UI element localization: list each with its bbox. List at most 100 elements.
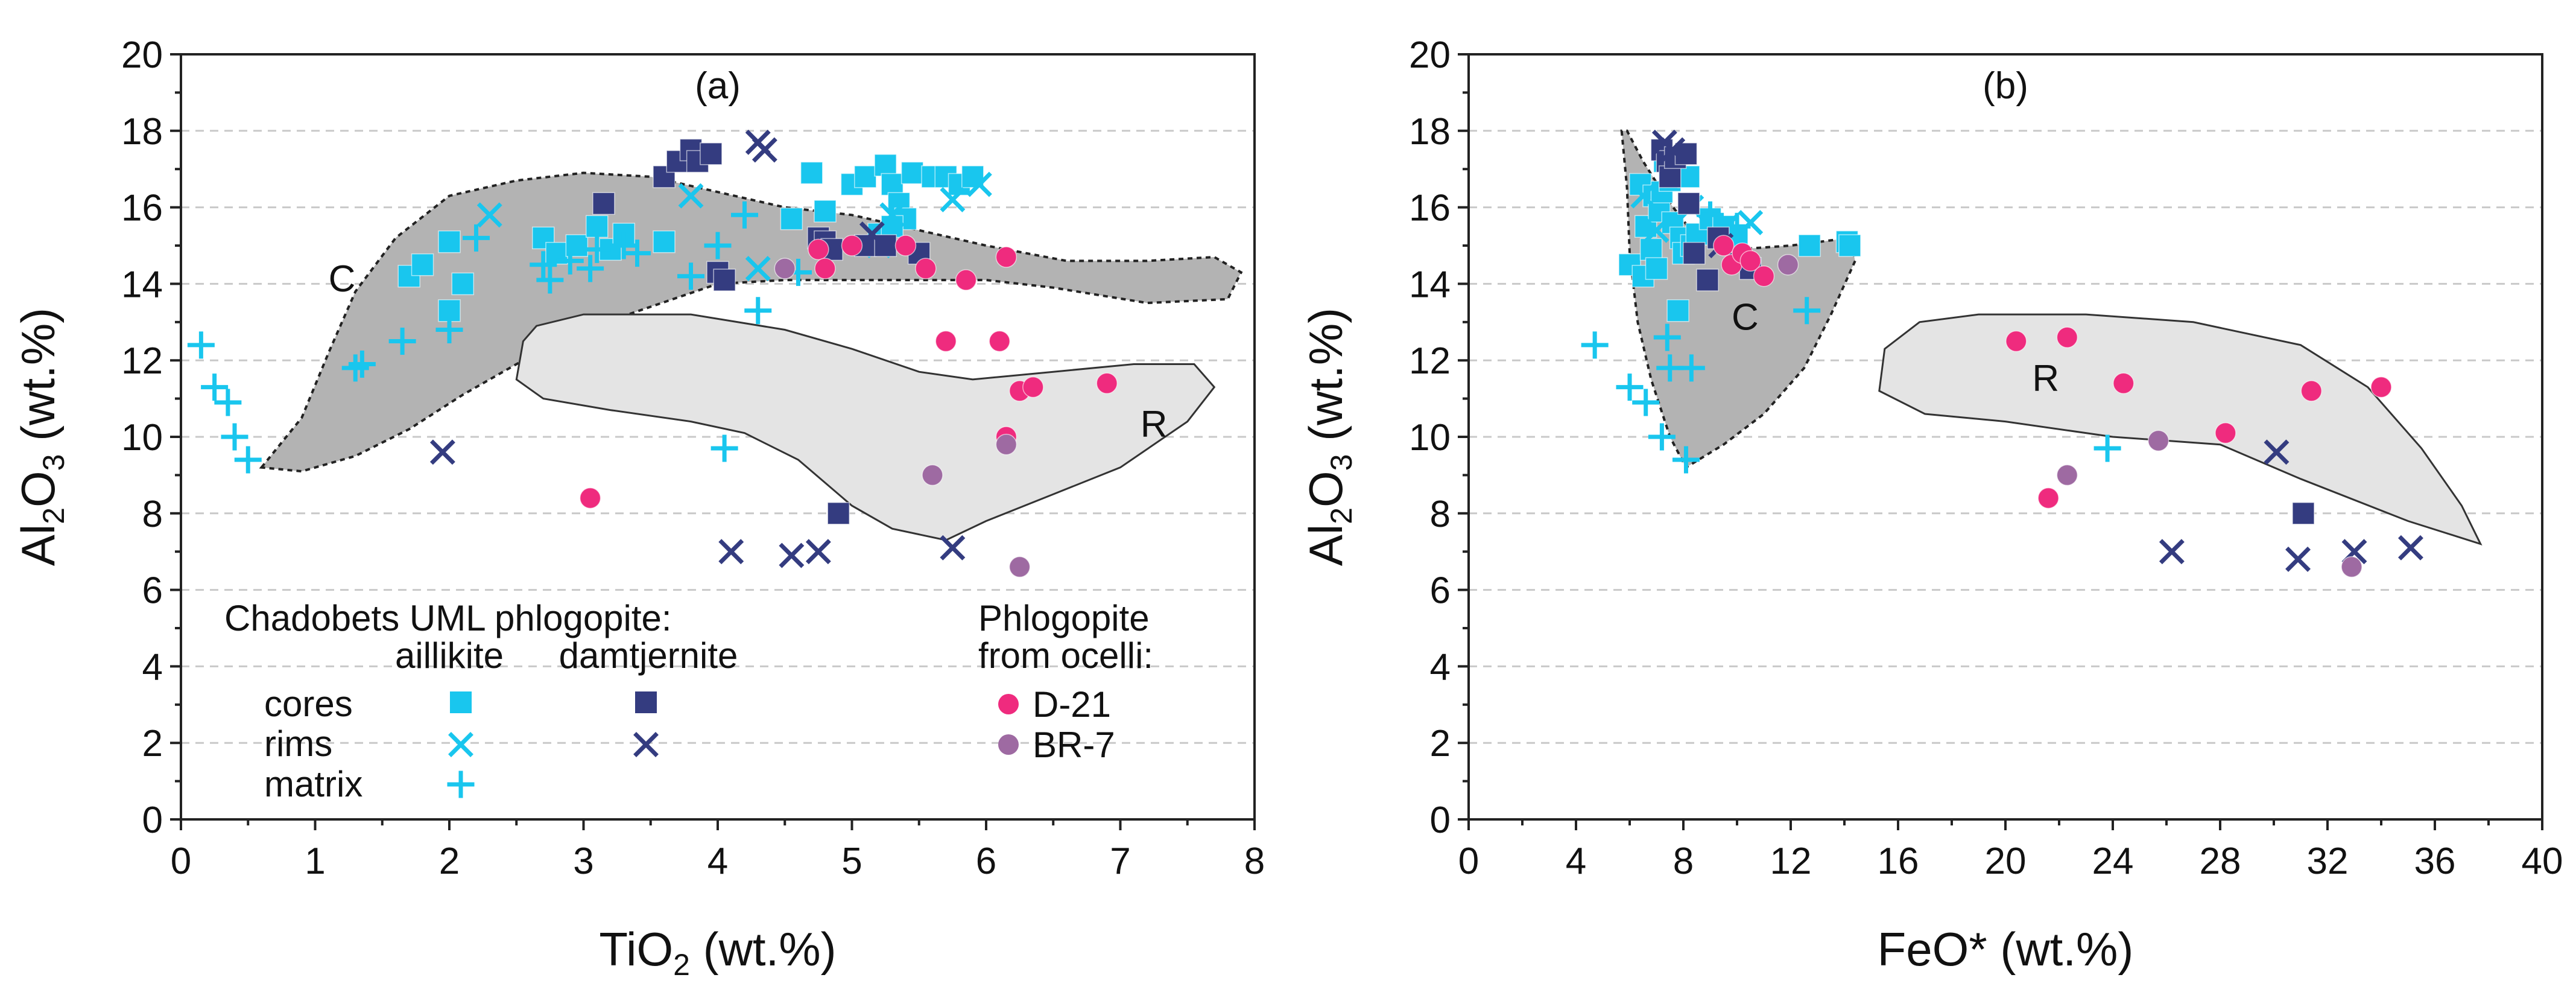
point-rims-damtjernite bbox=[940, 535, 966, 561]
point-cores-damtjernite bbox=[1683, 241, 1706, 265]
point-matrix-aillikite bbox=[1677, 354, 1705, 382]
panel-a-points bbox=[187, 129, 1118, 578]
point-cores-damtjernite bbox=[713, 269, 736, 291]
x-tick-label: 3 bbox=[573, 841, 593, 882]
x-tick-label: 8 bbox=[1244, 841, 1265, 882]
point-BR-7 bbox=[1777, 253, 1799, 276]
point-matrix-aillikite bbox=[1648, 423, 1676, 451]
point-cores-damtjernite bbox=[1677, 192, 1700, 215]
x-tick-label: 16 bbox=[1878, 841, 1919, 882]
y-tick-label: 12 bbox=[121, 340, 163, 382]
point-rims-aillikite bbox=[879, 202, 905, 228]
point-rims-damtjernite bbox=[779, 542, 805, 568]
point-matrix-aillikite bbox=[530, 251, 557, 279]
legend-marker-cores-aillikite bbox=[450, 691, 472, 713]
panel-a-ylabel-mid: O bbox=[11, 471, 65, 507]
panel-b-regions bbox=[1620, 129, 2483, 545]
point-BR-7 bbox=[774, 258, 796, 279]
point-cores-aillikite bbox=[1666, 299, 1689, 322]
panel-b-ylabel-main: Al bbox=[1299, 524, 1352, 566]
region-label-C: C bbox=[1732, 296, 1759, 338]
x-tick-label: 4 bbox=[1566, 841, 1586, 882]
point-D-21 bbox=[1096, 372, 1118, 394]
point-D-21 bbox=[1739, 250, 1761, 272]
point-BR-7 bbox=[995, 433, 1017, 456]
point-D-21 bbox=[2005, 330, 2027, 352]
point-cores-damtjernite bbox=[1659, 165, 1682, 188]
point-cores-damtjernite bbox=[2292, 502, 2315, 525]
region-label-C: C bbox=[329, 258, 356, 300]
point-matrix-aillikite bbox=[710, 434, 738, 462]
panel-a-ticks bbox=[170, 53, 1256, 830]
panel-a-xlabel-rest: (wt.%) bbox=[690, 923, 837, 976]
point-cores-aillikite bbox=[438, 230, 461, 253]
point-D-21 bbox=[995, 246, 1017, 268]
legend-marker-br7 bbox=[998, 734, 1019, 755]
point-matrix-aillikite bbox=[388, 328, 416, 355]
point-rims-damtjernite bbox=[718, 539, 744, 565]
panel-a-y-axis-title: Al2O3 (wt.%) bbox=[11, 308, 71, 566]
panel-b-ticks bbox=[1458, 53, 2543, 830]
point-cores-aillikite bbox=[780, 207, 803, 230]
point-matrix-aillikite bbox=[577, 255, 604, 282]
point-D-21 bbox=[808, 238, 829, 261]
legend-entry-br7: BR-7 bbox=[1033, 725, 1115, 765]
point-matrix-aillikite bbox=[556, 247, 584, 275]
point-rims-aillikite bbox=[940, 186, 966, 212]
point-rims-damtjernite bbox=[859, 221, 885, 247]
panel-a-ylabel-sub2: 3 bbox=[37, 454, 71, 471]
point-D-21 bbox=[2370, 376, 2392, 398]
point-matrix-aillikite bbox=[731, 201, 758, 229]
x-tick-label: 1 bbox=[305, 841, 325, 882]
point-matrix-aillikite bbox=[1793, 297, 1821, 325]
panel-b-ylabel-sub2: 3 bbox=[1324, 454, 1358, 471]
y-tick-label: 2 bbox=[1430, 723, 1451, 764]
panel-a-label: (a) bbox=[695, 65, 741, 107]
point-matrix-aillikite bbox=[677, 262, 704, 290]
x-tick-label: 0 bbox=[1458, 841, 1479, 882]
point-rims-damtjernite bbox=[752, 137, 777, 163]
point-cores-aillikite bbox=[1639, 238, 1663, 261]
point-rims-damtjernite bbox=[2159, 539, 2185, 565]
point-cores-aillikite bbox=[1798, 234, 1821, 257]
point-rims-aillikite bbox=[1630, 183, 1656, 209]
point-rims-damtjernite bbox=[2285, 546, 2311, 572]
point-D-21 bbox=[989, 330, 1010, 352]
point-cores-aillikite bbox=[874, 154, 897, 177]
point-matrix-aillikite bbox=[1632, 389, 1660, 416]
point-D-21 bbox=[2300, 380, 2323, 402]
point-matrix-aillikite bbox=[1581, 331, 1609, 359]
point-cores-aillikite bbox=[800, 161, 823, 185]
point-matrix-aillikite bbox=[744, 297, 772, 325]
point-cores-aillikite bbox=[586, 215, 609, 238]
y-tick-label: 12 bbox=[1409, 340, 1451, 382]
point-D-21 bbox=[894, 235, 917, 256]
point-cores-aillikite bbox=[814, 200, 837, 223]
x-tick-label: 40 bbox=[2522, 841, 2563, 882]
x-tick-label: 12 bbox=[1770, 841, 1812, 882]
panel-b-region-labels: CR bbox=[1732, 296, 2059, 399]
point-rims-aillikite bbox=[966, 171, 992, 197]
point-D-21 bbox=[1753, 265, 1775, 287]
x-tick-label: 24 bbox=[2092, 841, 2134, 882]
point-matrix-aillikite bbox=[221, 423, 248, 451]
point-rims-damtjernite bbox=[1660, 137, 1686, 163]
point-cores-aillikite bbox=[854, 165, 877, 188]
legend-row-rims: rims bbox=[264, 723, 332, 764]
panel-a-ylabel-rest: (wt.%) bbox=[11, 308, 65, 454]
point-matrix-aillikite bbox=[583, 235, 611, 263]
point-matrix-aillikite bbox=[536, 266, 564, 294]
point-rims-aillikite bbox=[1644, 217, 1669, 243]
point-matrix-aillikite bbox=[435, 316, 463, 343]
legend-marker-matrix-aillikite bbox=[447, 771, 475, 798]
panel-a-region-labels: CR bbox=[329, 258, 1168, 445]
legend-marker-d21 bbox=[998, 694, 1019, 714]
point-matrix-aillikite bbox=[348, 351, 376, 378]
point-matrix-aillikite bbox=[1697, 201, 1724, 229]
legend-col-aillikite: aillikite bbox=[395, 635, 504, 676]
point-D-21 bbox=[2037, 487, 2059, 509]
y-tick-label: 4 bbox=[142, 646, 163, 688]
